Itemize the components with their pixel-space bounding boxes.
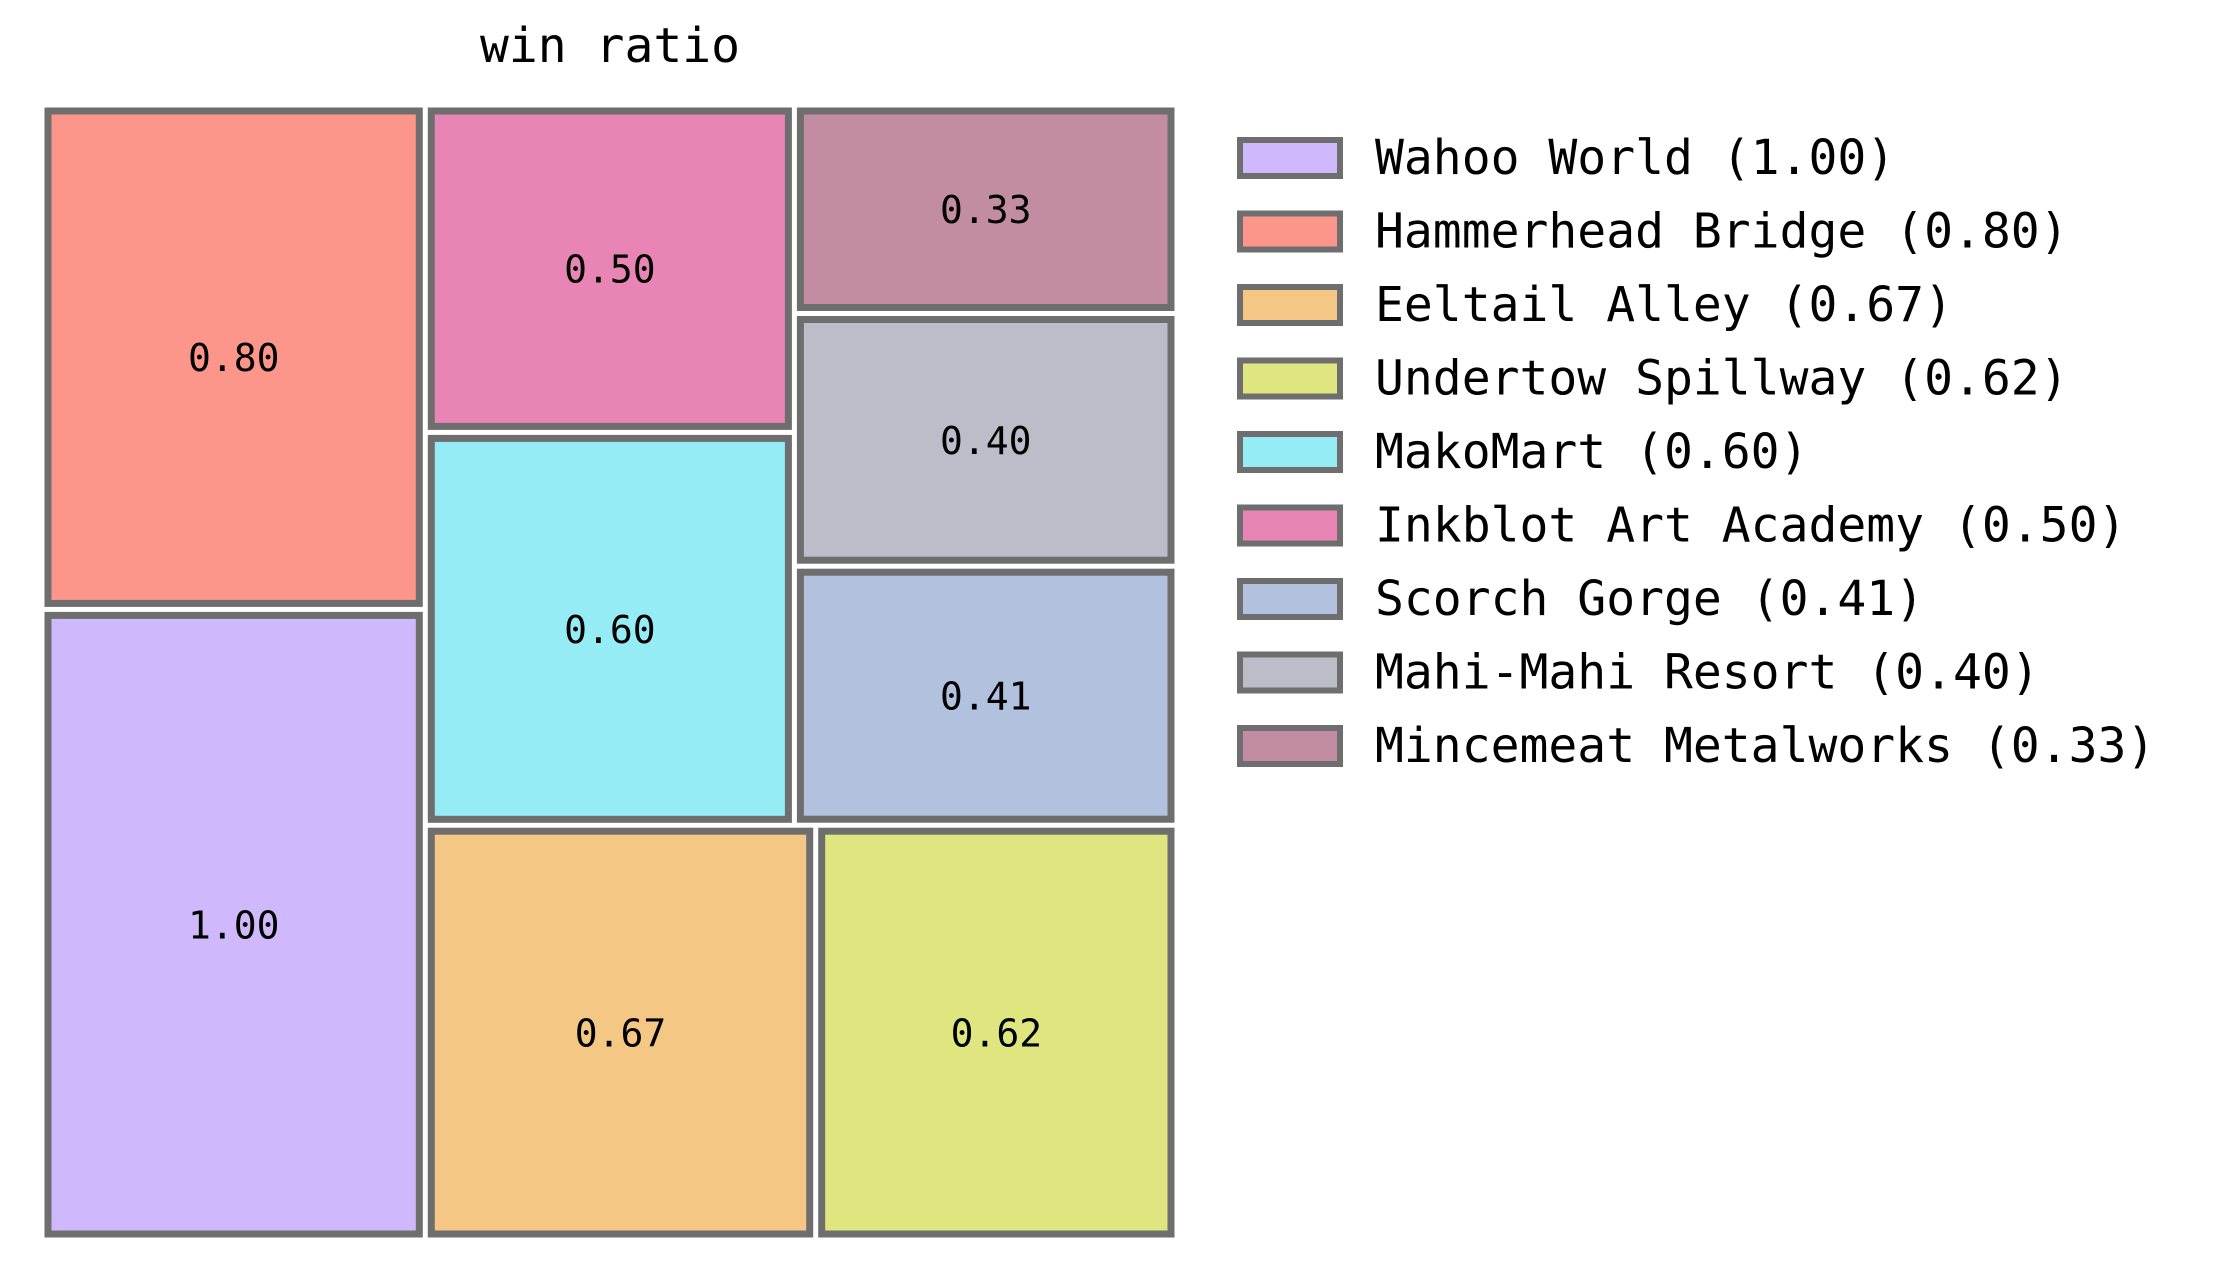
- tile-mahi-mahi-resort: [796, 316, 1175, 564]
- tile-inkblot-art-academy: [427, 107, 792, 430]
- legend-swatch-wahoo-world: [1237, 137, 1343, 179]
- legend-label-hammerhead-bridge: Hammerhead Bridge (0.80): [1375, 204, 2069, 260]
- legend-swatch-inkblot-art-academy: [1237, 504, 1343, 547]
- tile-label-mincemeat-metalworks: 0.33: [940, 188, 1032, 232]
- tile-undertow-spillway: [818, 827, 1175, 1238]
- legend-label-inkblot-art-academy: Inkblot Art Academy (0.50): [1375, 498, 2126, 554]
- tile-label-wahoo-world: 1.00: [188, 904, 280, 948]
- tile-label-hammerhead-bridge: 0.80: [188, 336, 280, 380]
- tile-eeltail-alley: [427, 827, 814, 1238]
- legend-swatch-eeltail-alley: [1237, 284, 1343, 326]
- tile-label-inkblot-art-academy: 0.50: [564, 248, 656, 292]
- tile-label-undertow-spillway: 0.62: [951, 1012, 1043, 1056]
- chart-title: win ratio: [480, 18, 740, 74]
- treemap-tiles: 1.00 0.80 0.67 0.62 0.60 0.50 0.41 0.40 0.33: [44, 107, 1175, 1238]
- legend-label-eeltail-alley: Eeltail Alley (0.67): [1375, 277, 1953, 333]
- legend-swatch-undertow-spillway: [1237, 357, 1343, 400]
- legend-swatch-mincemeat-metalworks: [1237, 725, 1343, 767]
- legend-label-mincemeat-metalworks: Mincemeat Metalworks (0.33): [1375, 718, 2155, 774]
- tile-wahoo-world: [44, 611, 423, 1238]
- legend-label-scorch-gorge: Scorch Gorge (0.41): [1375, 571, 1924, 627]
- legend-swatch-hammerhead-bridge: [1237, 210, 1343, 253]
- legend-swatch-makomart: [1237, 431, 1343, 473]
- legend-swatch-scorch-gorge: [1237, 578, 1343, 620]
- legend-label-mahi-mahi-resort: Mahi-Mahi Resort (0.40): [1375, 645, 2040, 701]
- tile-label-scorch-gorge: 0.41: [940, 675, 1032, 719]
- legend-swatch-mahi-mahi-resort: [1237, 651, 1343, 694]
- tile-label-eeltail-alley: 0.67: [575, 1012, 667, 1056]
- tile-mincemeat-metalworks: [796, 107, 1175, 311]
- tile-label-mahi-mahi-resort: 0.40: [940, 419, 1032, 463]
- legend-label-wahoo-world: Wahoo World (1.00): [1375, 130, 1895, 186]
- tile-makomart: [427, 434, 792, 823]
- tile-label-makomart: 0.60: [564, 608, 656, 652]
- legend-label-makomart: MakoMart (0.60): [1375, 424, 1808, 480]
- tile-scorch-gorge: [796, 568, 1175, 823]
- legend-label-undertow-spillway: Undertow Spillway (0.62): [1375, 351, 2069, 407]
- tile-hammerhead-bridge: [44, 107, 423, 607]
- legend: Wahoo World (1.00) Hammerhead Bridge (0.8…: [1237, 130, 2155, 774]
